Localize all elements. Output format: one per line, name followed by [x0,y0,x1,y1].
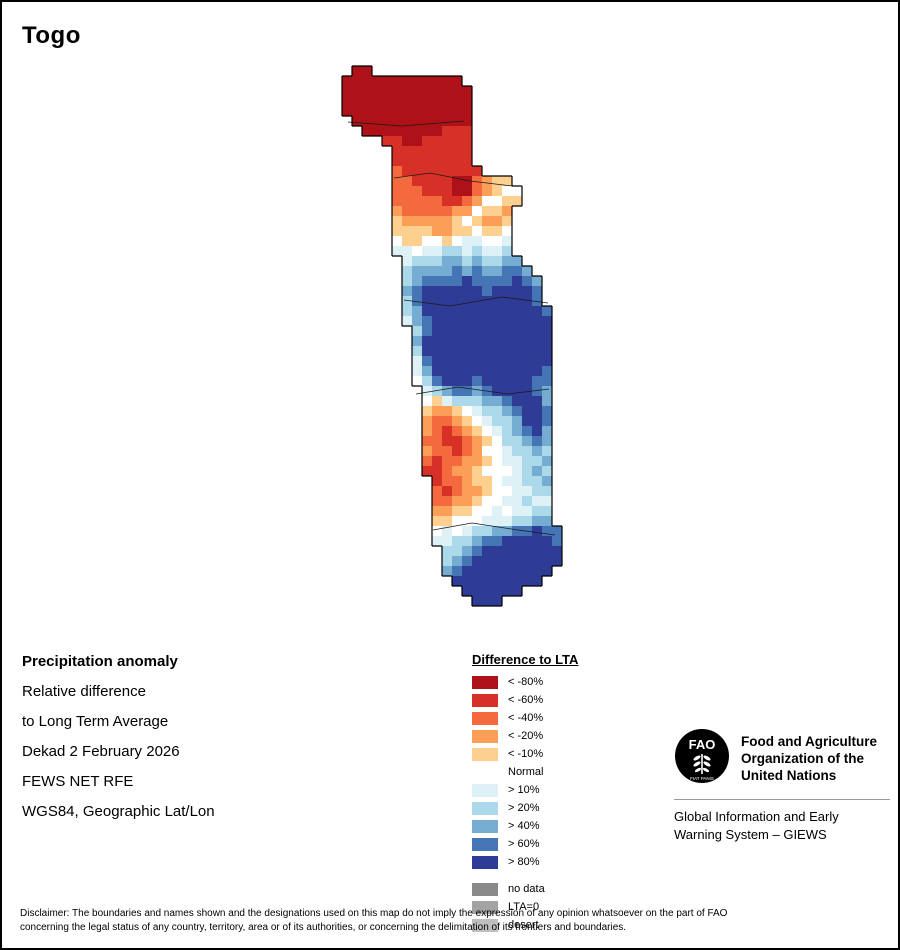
fao-org-line: Organization of the [741,751,864,766]
legend-swatch [472,675,498,689]
fao-org-line: Food and Agriculture [741,734,877,749]
legend-swatch [472,747,498,761]
legend-item: > 60% [472,835,632,853]
legend-swatch [472,882,498,896]
legend-label: > 40% [508,820,540,832]
legend-item: < -20% [472,727,632,745]
legend-label: > 10% [508,784,540,796]
legend-swatch [472,711,498,725]
admin-border-line [415,386,550,395]
legend-item: > 80% [472,853,632,871]
admin-border-line [403,296,549,307]
giews-line: Global Information and Early [674,809,839,824]
info-line: Dekad 2 February 2026 [22,743,180,760]
disclaimer-text: Disclaimer: The boundaries and names sho… [20,907,886,935]
admin-border-line [347,120,465,127]
legend-item: > 10% [472,781,632,799]
page-title: Togo [22,22,81,49]
fao-org-line: United Nations [741,768,837,783]
legend-swatch [472,855,498,869]
map-legend: Difference to LTA < -80% < -60% < -40% < -2… [472,652,632,934]
disclaimer-line: Disclaimer: The boundaries and names sho… [20,908,728,919]
legend-item: desert [472,916,632,934]
disclaimer-line: concerning the legal status of any count… [20,922,627,933]
map-info-block: Precipitation anomaly Relative differenc… [22,647,215,827]
legend-gap [472,871,632,880]
admin-border-line [432,522,556,536]
fao-logo-text: FAO [689,737,716,752]
legend-label: no data [508,883,545,895]
legend-item: < -60% [472,691,632,709]
legend-swatch [472,693,498,707]
legend-label: < -80% [508,676,544,688]
legend-item: no data [472,880,632,898]
legend-label: > 80% [508,856,540,868]
fao-org-name: Food and Agriculture Organization of the… [741,728,877,784]
info-line: WGS84, Geographic Lat/Lon [22,803,215,820]
legend-label: < -40% [508,712,544,724]
legend-label: > 60% [508,838,540,850]
legend-item: < -40% [472,709,632,727]
legend-swatch [472,918,498,932]
country-outline [341,65,563,607]
legend-label: LTA=0 [508,901,540,913]
legend-swatch [472,783,498,797]
info-line: to Long Term Average [22,713,169,730]
legend-label: Normal [508,766,544,778]
legend-item: < -80% [472,673,632,691]
legend-swatch [472,765,498,779]
legend-item: > 20% [472,799,632,817]
giews-label: Global Information and Early Warning Sys… [674,808,890,844]
legend-items: < -80% < -60% < -40% < -20% < -10% Normal > 10… [472,673,632,934]
legend-item: LTA=0 [472,898,632,916]
info-heading: Precipitation anomaly [22,653,178,670]
giews-line: Warning System – GIEWS [674,827,827,842]
legend-item: Normal [472,763,632,781]
legend-swatch [472,900,498,914]
legend-title: Difference to LTA [472,652,579,667]
fao-logo-motto: FIAT PANIS [690,776,714,781]
legend-label: < -60% [508,694,544,706]
admin-border-line [393,172,513,187]
fao-header: FAO FIAT PANIS Food and Agriculture Orga… [674,728,890,784]
legend-item: < -10% [472,745,632,763]
legend-label: desert [508,919,539,931]
legend-item: > 40% [472,817,632,835]
fao-divider [674,799,890,800]
fao-logo-icon: FAO FIAT PANIS [675,729,729,783]
legend-label: > 20% [508,802,540,814]
info-lines: Relative difference to Long Term Average D… [22,677,215,827]
legend-label: < -20% [508,730,544,742]
legend-swatch [472,837,498,851]
info-line: Relative difference [22,683,146,700]
legend-swatch [472,819,498,833]
legend-label: < -10% [508,748,544,760]
legend-swatch [472,801,498,815]
fao-block: FAO FIAT PANIS Food and Agriculture Orga… [674,728,890,844]
info-line: FEWS NET RFE [22,773,134,790]
legend-swatch [472,729,498,743]
